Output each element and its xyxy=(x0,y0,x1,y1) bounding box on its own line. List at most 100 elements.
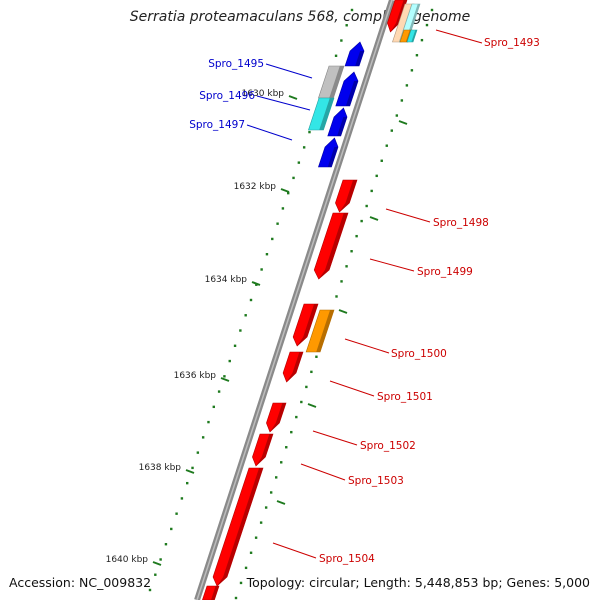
inner-tick-dot xyxy=(239,329,242,332)
cyan-feature-shade xyxy=(411,30,417,42)
outer-tick-dot xyxy=(239,581,243,585)
gene-label: Spro_1493 xyxy=(484,37,540,49)
gene-feature-shade xyxy=(390,0,407,32)
gene-label-leader xyxy=(246,124,293,141)
gene-feature-shade xyxy=(355,51,365,66)
outer-tick-dot xyxy=(425,23,429,27)
inner-tick-dot xyxy=(212,405,215,409)
outer-tick-dot xyxy=(415,54,419,57)
inner-tick-dot xyxy=(186,481,189,485)
kbp-tick-label: 1630 kbp xyxy=(242,89,285,99)
kbp-tick xyxy=(220,377,230,382)
gene-label-leader xyxy=(344,338,390,354)
gene-label-leader xyxy=(312,430,358,446)
gene-label-leader xyxy=(435,29,483,44)
gene-label-leader xyxy=(272,542,317,559)
inner-tick-dot xyxy=(164,543,168,546)
outer-tick-dot xyxy=(275,476,278,479)
gene-label: Spro_1502 xyxy=(360,440,416,452)
kbp-tick xyxy=(288,95,298,100)
inner-tick-dot xyxy=(340,39,343,42)
inner-tick-dot xyxy=(228,359,231,363)
inner-tick-dot xyxy=(233,344,237,347)
inner-tick-dot xyxy=(170,527,173,531)
gene-feature-shade xyxy=(255,434,273,466)
outer-tick-dot xyxy=(305,385,308,389)
inner-tick-dot xyxy=(297,161,301,164)
inner-tick-dot xyxy=(334,54,338,57)
inner-tick-dot xyxy=(223,375,226,378)
kbp-ticks: 1630 kbp 1632 kbp 1634 kbp 1636 kbp 1638 kbp… xyxy=(106,89,408,566)
gene-feature-shade xyxy=(211,586,219,600)
gene-label: Spro_1503 xyxy=(348,475,404,487)
inner-tick-dot xyxy=(345,24,348,27)
outer-tick-dot xyxy=(259,521,263,524)
gene-label: Spro_1496 xyxy=(199,90,255,102)
outer-tick-dot xyxy=(285,446,288,449)
inner-tick-dot xyxy=(281,207,285,210)
outer-tick-dot xyxy=(420,38,424,42)
gene-feature-shade xyxy=(327,147,339,167)
outer-tick-dot xyxy=(405,84,409,87)
outer-tick-dot xyxy=(355,234,358,238)
kbp-tick xyxy=(152,561,162,566)
outer-tick-dot xyxy=(340,280,343,283)
outer-tick-dot xyxy=(315,355,318,358)
gene-labels: Spro_1493 Spro_1495 Spro_1496 Spro_1497 Spro… xyxy=(189,29,540,565)
genome-backbone xyxy=(194,0,395,600)
outer-tick-dot xyxy=(365,204,368,208)
inner-tick-dot xyxy=(207,420,210,424)
outer-kbp-tick xyxy=(338,309,348,314)
outer-tick-dot xyxy=(345,265,348,268)
kbp-tick xyxy=(185,469,195,474)
inner-tick-dot xyxy=(196,451,200,454)
outer-kbp-tick xyxy=(307,403,317,408)
gene-feature-shade xyxy=(339,180,357,212)
inner-tick-dot xyxy=(217,390,221,393)
gene-label: Spro_1499 xyxy=(417,266,473,278)
gene-label-leader xyxy=(265,63,313,79)
outer-tick-dot xyxy=(244,566,248,570)
outer-tick-dot xyxy=(280,461,283,464)
outer-tick-dot xyxy=(370,189,373,193)
outer-tick-dot xyxy=(385,144,388,147)
kbp-tick-label: 1634 kbp xyxy=(205,275,248,285)
outer-tick-dot xyxy=(269,491,273,494)
inner-tick-dot xyxy=(154,573,157,576)
inner-tick-dot xyxy=(260,268,263,271)
kbp-tick xyxy=(280,188,290,193)
gene-feature-shade xyxy=(286,352,303,382)
inner-tick-dot xyxy=(276,222,279,225)
inner-tick-dot xyxy=(249,298,253,302)
orange-feature-shade xyxy=(316,310,334,352)
outer-tick-dot xyxy=(350,250,353,253)
outer-kbp-tick xyxy=(276,500,286,505)
inner-tick-dot xyxy=(287,191,290,195)
cyan-feature-shade xyxy=(319,98,334,130)
outer-tick-dot xyxy=(295,415,298,419)
gene-label-leader xyxy=(385,208,431,223)
inner-tick-dot xyxy=(244,314,247,317)
inner-tick-dot xyxy=(175,512,178,515)
gene-label-leader xyxy=(329,380,375,397)
gene-feature-shade xyxy=(269,403,286,432)
outer-tick-dot xyxy=(234,596,238,600)
kbp-tick-label: 1640 kbp xyxy=(106,555,149,565)
kbp-tick-label: 1632 kbp xyxy=(234,182,277,192)
gene-feature-shade xyxy=(337,117,348,136)
inner-tick-dot xyxy=(255,283,258,286)
gene-label: Spro_1500 xyxy=(391,348,447,360)
outer-tick-dot xyxy=(310,370,313,374)
gene-label-leader xyxy=(256,95,311,111)
inner-tick-dot xyxy=(265,253,269,256)
gene-features xyxy=(202,0,421,600)
gene-label: Spro_1495 xyxy=(208,58,264,70)
outer-tick-dot xyxy=(395,114,399,117)
inner-tick-dot xyxy=(148,588,152,592)
outer-tick-dot xyxy=(375,174,378,178)
outer-tick-dot xyxy=(380,159,383,162)
inner-tick-dot xyxy=(292,176,295,180)
inner-tick-dot xyxy=(159,558,162,561)
outer-tick-dot xyxy=(254,536,258,539)
